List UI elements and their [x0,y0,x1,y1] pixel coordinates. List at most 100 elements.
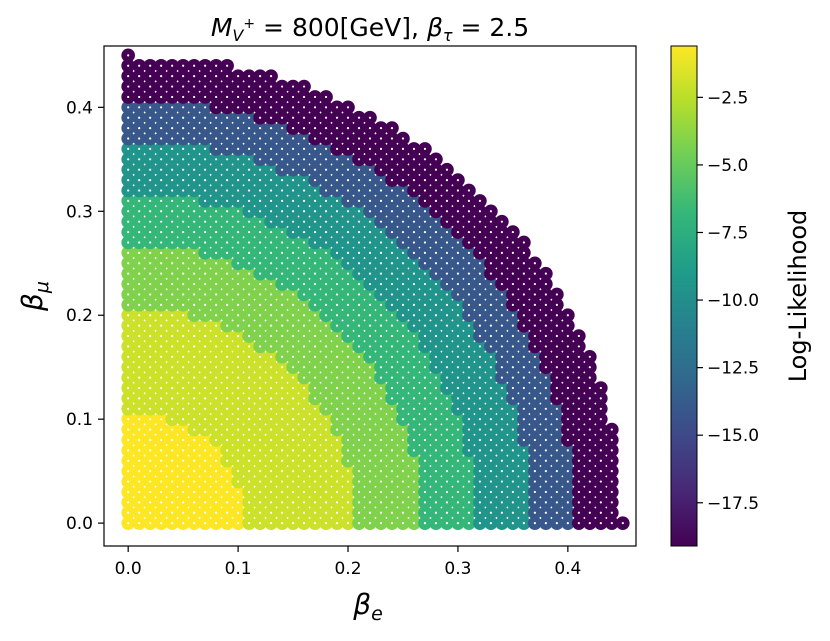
scatter-point-marker [346,428,350,431]
scatter-point-marker [500,324,503,327]
scatter-point-marker [258,428,262,431]
scatter-point-marker [555,459,558,462]
scatter-point-marker [215,199,218,202]
scatter-point-marker [237,282,240,286]
scatter-point-marker [412,241,416,244]
scatter-point-marker [204,397,207,400]
scatter-point-marker [280,324,284,327]
scatter-point-marker [291,397,295,400]
scatter-point-marker [247,511,251,514]
scatter-point-marker [445,480,449,483]
scatter-point-marker [390,314,394,317]
scatter-point-marker [555,366,558,369]
scatter-point-marker [269,355,273,358]
scatter-point-marker [302,324,306,327]
scatter-point-marker [478,355,482,358]
scatter-point-marker [258,220,262,223]
scatter-point-marker [544,407,547,410]
scatter-point-marker [269,158,273,161]
scatter-point-marker [467,210,471,213]
scatter-point-marker [555,490,558,494]
scatter-point-marker [149,449,152,452]
scatter-point-marker [522,241,525,244]
scatter-point-marker [149,366,152,369]
colorbar-tick-label: −5.0 [707,156,748,176]
scatter-point-marker [445,220,449,223]
scatter-point-marker [577,490,580,494]
scatter-point-marker [160,147,163,151]
scatter-point-marker [171,449,174,452]
scatter-point-marker [215,147,218,151]
scatter-point-marker [138,345,141,348]
scatter-point-marker [511,282,514,286]
scatter-point-marker [423,470,427,473]
scatter-point-marker [204,449,207,452]
scatter-point-marker [478,241,482,244]
scatter-point-marker [215,64,218,67]
scatter-point-marker [423,158,427,161]
scatter-point-marker [193,95,196,99]
scatter-point-marker [237,147,240,151]
scatter-point-marker [193,241,196,244]
scatter-point-marker [478,428,482,431]
scatter-point-marker [291,262,295,265]
scatter-point-marker [324,251,328,254]
scatter-point-marker [357,386,361,390]
scatter-point-marker [269,230,273,234]
scatter-point-marker [467,220,471,223]
scatter-point-marker [456,251,460,254]
scatter-point-marker [204,251,207,254]
scatter-point-marker [171,501,174,504]
scatter-point-marker [346,189,350,192]
scatter-point-marker [346,282,350,286]
scatter-point-marker [456,366,460,369]
scatter-point-marker [193,449,196,452]
scatter-point-marker [610,459,613,462]
scatter-point-marker [478,386,482,390]
scatter-point-marker [215,179,218,182]
scatter-point-marker [335,366,339,369]
scatter-point-marker [357,314,361,317]
scatter-point-marker [204,127,207,130]
scatter-point-marker [489,490,493,494]
scatter-point-marker [138,137,141,140]
scatter-point-marker [511,241,514,244]
scatter-point-marker [313,210,317,213]
scatter-point-marker [412,438,416,442]
scatter-point-marker [291,386,295,390]
scatter-point-marker [533,386,536,390]
scatter-point-marker [434,459,438,462]
scatter-point-marker [423,438,427,442]
scatter-point-marker [412,158,416,161]
scatter-point-marker [357,449,361,452]
scatter-point-marker [401,137,405,140]
scatter-point-marker [324,418,328,421]
scatter-point-marker [182,116,185,119]
scatter-point-marker [445,386,449,390]
scatter-point-marker [193,303,196,306]
scatter-point-marker [258,158,262,161]
scatter-point-marker [533,376,536,379]
scatter-point-marker [193,418,196,421]
scatter-point-marker [500,303,503,306]
scatter-point-marker [346,511,350,514]
scatter-point-marker [390,251,394,254]
scatter-point-marker [379,459,383,462]
scatter-point-marker [291,210,295,213]
scatter-point-marker [390,324,394,327]
scatter-point-marker [215,75,218,78]
scatter-point-marker [237,397,240,400]
scatter-point-marker [500,282,503,286]
scatter-point-marker [390,522,394,525]
scatter-point-marker [324,116,328,119]
scatter-point-marker [335,199,339,202]
scatter-point-marker [237,179,240,182]
scatter-point-marker [258,230,262,234]
scatter-point-marker [467,293,471,296]
scatter-point-marker [237,127,240,130]
scatter-point-marker [489,470,493,473]
scatter-point-marker [258,438,262,442]
scatter-point-marker [171,230,174,234]
scatter-point-marker [335,438,339,442]
scatter-point-marker [412,168,416,171]
